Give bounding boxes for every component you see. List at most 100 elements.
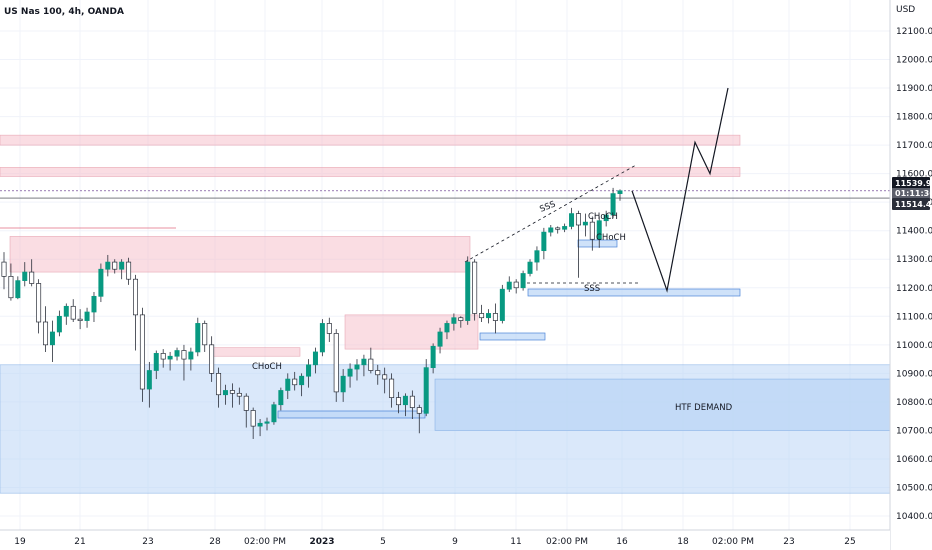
candle-body [506, 281, 512, 290]
candle-body [569, 213, 575, 227]
candle [430, 343, 436, 374]
candle [8, 263, 14, 301]
candle [402, 393, 408, 417]
candle [333, 329, 339, 402]
candle-body [91, 295, 97, 313]
candle-body [444, 323, 450, 333]
candle [458, 316, 464, 328]
x-tick-label: 02:00 PM [712, 537, 754, 547]
y-tick-label: 10500.0 [896, 483, 932, 493]
candle-body [188, 351, 194, 360]
candle [119, 259, 125, 280]
candle [229, 383, 235, 408]
candle [98, 263, 104, 303]
candle [312, 347, 318, 374]
candle [506, 276, 512, 293]
x-tick-label: 21 [74, 537, 85, 547]
price-axis[interactable] [890, 0, 932, 550]
candle [91, 292, 97, 322]
x-tick-label: 9 [452, 537, 458, 547]
trendline[interactable] [464, 164, 637, 263]
candle-body [499, 288, 505, 321]
candle [1, 252, 7, 290]
candle [188, 347, 194, 371]
candle-body [160, 353, 166, 360]
candle-body [492, 313, 498, 321]
candle-body [278, 390, 284, 406]
candle [112, 259, 118, 274]
candle [340, 369, 346, 402]
candle-body [548, 227, 554, 233]
candle [569, 207, 575, 230]
candle-body [36, 283, 42, 323]
candle-body [222, 390, 228, 396]
candle [77, 309, 83, 330]
candle [250, 407, 256, 439]
svg-text:US Nas 100, 4h, OANDA: US Nas 100, 4h, OANDA [4, 7, 124, 17]
candle-body [264, 421, 270, 424]
candle [306, 359, 312, 388]
candle [375, 364, 381, 385]
candle-body [368, 358, 374, 371]
candle [285, 373, 291, 400]
x-tick-label: 5 [380, 537, 386, 547]
candle-body [1, 261, 7, 277]
candle-body [527, 261, 533, 274]
time-axis[interactable] [0, 530, 890, 550]
candle-body [485, 313, 491, 319]
supply-zone [0, 167, 741, 177]
candle-body [243, 395, 249, 411]
candle [347, 363, 353, 388]
candle-body [299, 375, 305, 386]
candle-body [541, 231, 547, 252]
candle [596, 216, 602, 248]
x-tick-labels: 19 21 23 28 02:00 PM 2023 5 9 11 02:00 PM 16 18 02:0… [14, 537, 855, 547]
candle [465, 256, 471, 325]
candle [216, 367, 222, 408]
x-tick-label: 11 [510, 537, 521, 547]
candle-body [98, 268, 104, 297]
candle-body [589, 221, 595, 240]
y-tick-label: 11900.0 [896, 84, 932, 94]
candle-body [29, 271, 35, 284]
candle [617, 189, 623, 201]
supply-zone [209, 347, 301, 357]
candle [299, 373, 305, 397]
candle [541, 227, 547, 260]
candle [513, 279, 519, 294]
x-tick-label: 19 [14, 537, 26, 547]
supply-zone [344, 314, 479, 350]
candle [209, 336, 215, 382]
chart-title: US Nas 100, 4h, OANDA [4, 7, 124, 17]
candle [139, 307, 145, 402]
candle [479, 304, 485, 322]
candle-body [465, 261, 471, 321]
candle-body [582, 221, 588, 226]
candle [105, 254, 111, 277]
y-tick-label: 10700.0 [896, 426, 932, 436]
candle [202, 320, 208, 352]
candles-layer [1, 187, 623, 439]
y-tick-label: 11100.0 [896, 312, 932, 322]
candle-body [375, 370, 381, 376]
projection-path[interactable] [631, 87, 729, 293]
candle-body [479, 313, 485, 319]
candle [389, 373, 395, 408]
candle-body [617, 190, 623, 194]
level-badge: 11514.4 [892, 198, 932, 210]
candle [582, 213, 588, 237]
candle [382, 367, 388, 394]
y-tick-label: 12000.0 [896, 56, 932, 66]
candle-body [139, 314, 145, 390]
supply-zone [9, 236, 471, 273]
candle [49, 320, 55, 362]
svg-text:11539.9: 11539.9 [895, 179, 932, 188]
y-tick-label: 10800.0 [896, 398, 932, 408]
x-tick-label: 25 [844, 537, 855, 547]
candle-body [451, 317, 457, 324]
svg-text:11514.4: 11514.4 [895, 200, 932, 209]
order-block [577, 239, 618, 248]
candle-body [389, 378, 395, 398]
candle [153, 350, 159, 380]
